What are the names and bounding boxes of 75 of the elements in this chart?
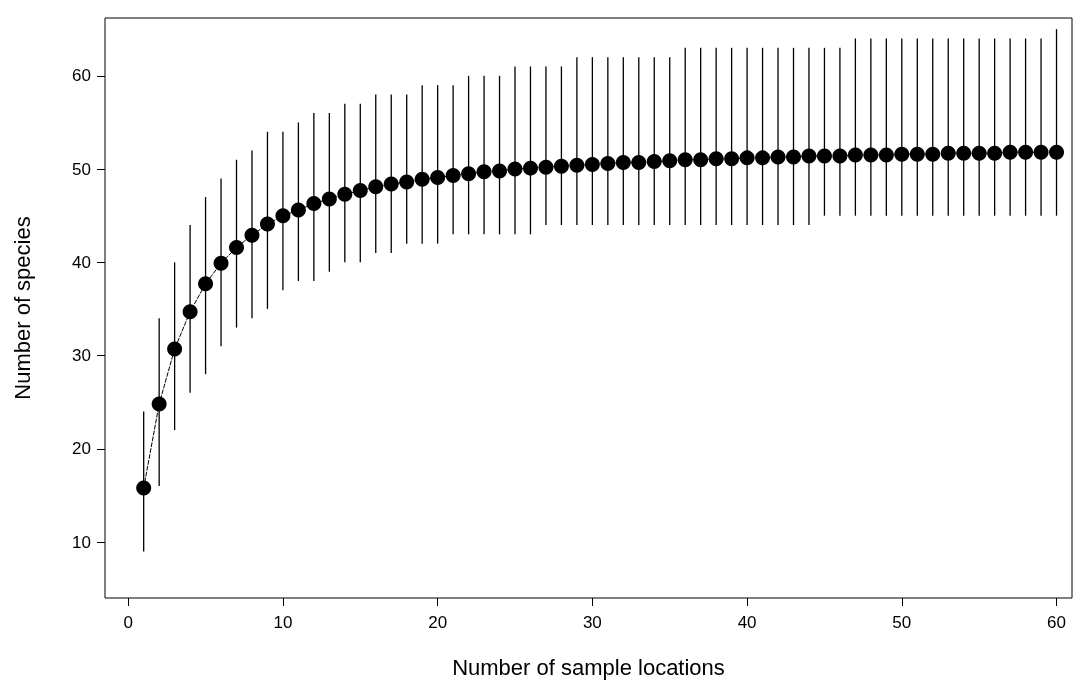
point <box>445 168 461 184</box>
point <box>321 191 337 207</box>
point <box>615 155 631 171</box>
point <box>368 179 384 195</box>
point <box>275 208 291 224</box>
point <box>213 255 229 271</box>
point <box>430 169 446 185</box>
point <box>832 148 848 164</box>
point <box>662 153 678 169</box>
x-tick-label: 50 <box>892 613 912 632</box>
y-tick-label: 40 <box>72 252 91 272</box>
point <box>383 176 399 192</box>
point <box>182 304 198 320</box>
point <box>847 147 863 163</box>
point <box>553 158 569 174</box>
point <box>863 147 879 163</box>
point <box>677 152 693 168</box>
point <box>229 239 245 255</box>
point <box>755 150 771 166</box>
point <box>290 202 306 218</box>
point <box>244 227 260 243</box>
point <box>1002 144 1018 160</box>
y-tick-label: 50 <box>72 159 91 179</box>
point <box>724 151 740 167</box>
point <box>259 216 275 232</box>
point <box>136 480 152 496</box>
x-tick-label: 0 <box>123 613 133 632</box>
point <box>492 163 508 179</box>
point <box>399 174 415 190</box>
point <box>925 146 941 162</box>
point <box>816 148 832 164</box>
y-tick-label: 30 <box>72 346 91 366</box>
point <box>646 154 662 170</box>
point <box>786 149 801 165</box>
point <box>878 147 894 163</box>
point <box>956 145 972 161</box>
point <box>352 183 368 198</box>
point <box>461 166 477 182</box>
y-axis-title: Number of species <box>9 216 35 400</box>
point <box>151 396 167 412</box>
point <box>523 160 538 176</box>
x-axis-title: Number of sample locations <box>452 654 725 680</box>
x-tick-label: 30 <box>582 613 602 632</box>
point <box>987 145 1003 161</box>
point <box>940 145 956 161</box>
x-tick-label: 20 <box>428 613 448 632</box>
point <box>770 149 786 165</box>
point <box>476 164 492 180</box>
point <box>600 155 616 171</box>
x-tick-label: 60 <box>1047 613 1066 632</box>
point <box>801 148 817 164</box>
y-tick-label: 60 <box>72 66 91 86</box>
point <box>167 341 183 357</box>
point <box>631 155 647 171</box>
point <box>507 161 523 177</box>
point <box>693 152 709 168</box>
point <box>198 276 214 292</box>
point <box>909 146 925 162</box>
point <box>414 171 430 187</box>
point <box>1033 144 1049 160</box>
point <box>538 159 554 175</box>
point <box>584 156 600 172</box>
point <box>306 196 322 212</box>
point <box>894 146 910 162</box>
x-tick-label: 10 <box>273 613 293 632</box>
point <box>971 145 987 161</box>
point <box>739 150 755 166</box>
point <box>708 151 724 167</box>
point <box>337 186 353 202</box>
y-tick-label: 20 <box>72 439 91 459</box>
y-tick-label: 10 <box>72 532 91 552</box>
point <box>1018 144 1034 160</box>
point <box>1049 144 1065 160</box>
x-tick-label: 40 <box>737 613 757 632</box>
point <box>569 157 585 173</box>
